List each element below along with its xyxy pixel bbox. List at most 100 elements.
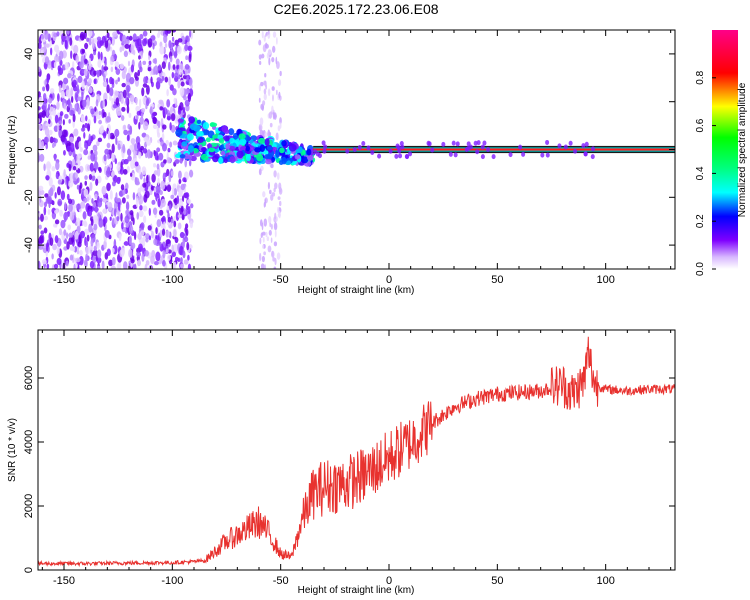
spectrogram-cell <box>245 145 251 152</box>
snr-xtick-label: -50 <box>273 575 289 587</box>
spectrogram-cell <box>38 260 41 269</box>
spectrogram-cell <box>149 190 153 196</box>
spectrogram-cell <box>257 137 266 144</box>
spectrogram-band-core <box>313 148 675 151</box>
spectrogram-cell <box>158 152 164 161</box>
spectrogram-cell <box>170 124 176 133</box>
spectrogram-cell <box>581 143 586 149</box>
spectrogram-cell <box>272 94 274 102</box>
spectrogram-cell <box>238 138 247 146</box>
spectrogram-cell <box>76 184 80 190</box>
spectrogram-cell <box>57 93 60 102</box>
spectrogram-cell <box>259 117 264 126</box>
spectrogram-cell <box>256 153 264 162</box>
spectrogram-cell <box>111 170 115 177</box>
spectrogram-cell <box>66 145 71 152</box>
spectrogram-cell <box>264 154 270 160</box>
spectrogram-cell <box>121 70 126 80</box>
spectrogram-cell <box>96 249 102 259</box>
spectrogram-cell <box>121 197 126 204</box>
spectrogram-cell <box>62 119 65 126</box>
spectrogram-cell <box>38 185 44 191</box>
spectrogram-cell <box>584 141 589 147</box>
spectrogram-cell <box>177 257 181 263</box>
spectrogram-cell <box>85 253 88 263</box>
spectrogram-cell <box>173 188 178 196</box>
spectrogram-cell <box>258 168 262 176</box>
spectrogram-cell <box>93 78 97 85</box>
spectrogram-cell <box>69 109 75 116</box>
spectrogram-cell <box>264 73 267 78</box>
spectrogram-cell <box>130 64 135 73</box>
spectrogram-cell <box>48 118 51 125</box>
spectrogram-cell <box>181 195 185 203</box>
spectrogram-cell <box>135 198 139 208</box>
spectrogram-cell <box>451 140 456 146</box>
spectrogram-cell <box>96 241 100 250</box>
spectrogram-cell <box>172 140 178 146</box>
spectrogram-cell <box>111 181 116 187</box>
spectrogram-cell <box>49 87 55 94</box>
spectrogram-cell <box>42 102 47 110</box>
spectrogram-cell <box>169 55 173 63</box>
spectrogram-cell <box>102 131 107 139</box>
spectrogram-cell <box>294 154 301 160</box>
spectrogram-cell <box>189 220 194 229</box>
spectrogram-cell <box>77 177 80 183</box>
spectrogram-cell <box>124 38 130 45</box>
spectrogram-cell <box>590 146 595 152</box>
spectrogram-cell <box>173 50 178 59</box>
spectrogram-cell <box>95 99 99 107</box>
spectrogram-cell <box>132 192 136 201</box>
spectrogram-cell <box>186 75 189 82</box>
spectrogram-cell <box>260 232 263 239</box>
spectrogram-cell <box>69 254 74 261</box>
spectrogram-cell <box>173 261 177 269</box>
spectrogram-cell <box>267 49 272 55</box>
spectrogram-cell <box>155 251 161 262</box>
spectrogram-cell <box>388 148 393 154</box>
spectrogram-cell <box>125 209 129 215</box>
spectrogram-cell <box>485 147 490 153</box>
spectrogram-cell <box>427 141 432 147</box>
spectrogram-cell <box>72 113 76 123</box>
spectrogram-cell <box>135 105 141 113</box>
spectrogram-cell <box>38 112 44 118</box>
spectrogram-cell <box>163 221 166 230</box>
spectrogram-cell <box>51 142 55 149</box>
spectrogram-cell <box>81 80 85 90</box>
spectrogram-cell <box>141 132 147 138</box>
spectrogram-cell <box>177 45 182 55</box>
spectrogram-cell <box>57 179 62 185</box>
spectrogram-cell <box>121 106 126 112</box>
spectrogram-cell <box>281 156 287 165</box>
spectrogram-cell <box>58 55 61 62</box>
spectrogram-cell <box>60 90 66 99</box>
spectrogram-cell <box>167 147 171 153</box>
spectrogram-cell <box>117 111 122 116</box>
spectrogram-cell <box>396 145 401 151</box>
spectrogram-cell <box>267 88 271 97</box>
spectrogram-cell <box>148 207 151 216</box>
spectrogram-cell <box>264 80 267 87</box>
spectrogram-cell <box>56 124 60 133</box>
spectrogram-cell <box>321 140 326 146</box>
spectrogram-cell <box>156 147 161 153</box>
spectrogram-cell <box>157 120 161 129</box>
spectrogram-cell <box>152 116 157 124</box>
spectrogram-cell <box>196 138 204 143</box>
spectrogram-cell <box>265 159 272 165</box>
spectrogram-cell <box>115 136 118 146</box>
spectrogram-cell <box>54 235 59 244</box>
spectrogram-cell <box>87 155 91 160</box>
spectrogram-cell <box>180 81 185 87</box>
spectrogram-cell <box>168 61 171 71</box>
spectrogram-cell <box>274 182 278 190</box>
spectrogram-cell <box>147 38 153 48</box>
spectrogram-cell <box>146 174 149 184</box>
spectrogram-cell <box>83 149 89 156</box>
spectrogram-cell <box>157 177 160 186</box>
spectrogram-cell <box>84 228 90 235</box>
snr-ytick-label: 0 <box>23 567 35 573</box>
spectrogram-cell <box>73 128 79 137</box>
